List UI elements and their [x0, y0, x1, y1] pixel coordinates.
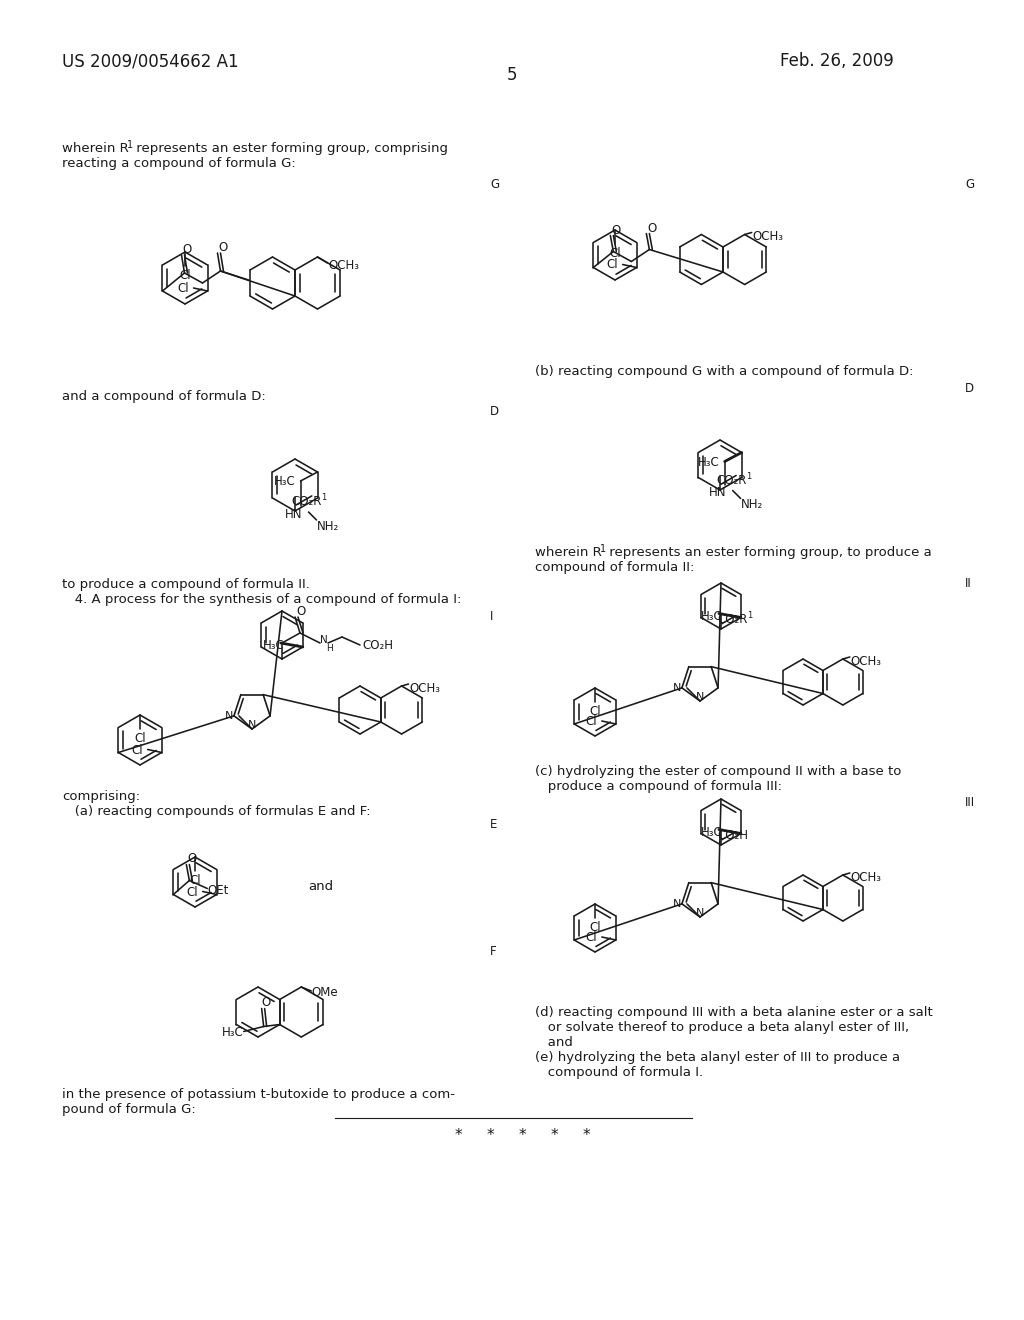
Text: HN: HN — [709, 487, 726, 499]
Text: N: N — [673, 682, 681, 693]
Text: OCH₃: OCH₃ — [753, 231, 783, 243]
Text: NH₂: NH₂ — [740, 499, 763, 511]
Text: E: E — [490, 818, 498, 832]
Text: NH₂: NH₂ — [316, 520, 339, 533]
Text: D: D — [965, 381, 974, 395]
Text: O: O — [218, 242, 227, 253]
Text: wherein R: wherein R — [62, 143, 129, 154]
Text: F: F — [490, 945, 497, 958]
Text: I: I — [490, 610, 494, 623]
Text: Cl: Cl — [134, 733, 145, 744]
Text: 5: 5 — [507, 66, 517, 84]
Text: N: N — [696, 908, 705, 917]
Text: 1: 1 — [127, 140, 133, 150]
Text: *     *     *     *     *: * * * * * — [455, 1129, 591, 1143]
Text: in the presence of potassium t-butoxide to produce a com-: in the presence of potassium t-butoxide … — [62, 1088, 455, 1101]
Text: Cl: Cl — [132, 743, 143, 756]
Text: OCH₃: OCH₃ — [851, 655, 882, 668]
Text: Cl: Cl — [589, 921, 601, 935]
Text: Cl: Cl — [586, 931, 597, 944]
Text: represents an ester forming group, comprising: represents an ester forming group, compr… — [132, 143, 449, 154]
Text: Cl: Cl — [589, 705, 601, 718]
Text: Cl: Cl — [179, 269, 190, 282]
Text: Cl: Cl — [609, 247, 621, 260]
Text: N: N — [696, 692, 705, 702]
Text: compound of formula I.: compound of formula I. — [535, 1067, 703, 1078]
Text: H₃C: H₃C — [221, 1026, 244, 1039]
Text: to produce a compound of formula II.: to produce a compound of formula II. — [62, 578, 310, 591]
Text: and a compound of formula D:: and a compound of formula D: — [62, 389, 266, 403]
Text: CO₂H: CO₂H — [362, 639, 393, 652]
Text: O: O — [187, 853, 197, 866]
Text: reacting a compound of formula G:: reacting a compound of formula G: — [62, 157, 296, 170]
Text: CO₂H: CO₂H — [717, 829, 748, 842]
Text: Cl: Cl — [189, 874, 201, 887]
Text: (d) reacting compound III with a beta alanine ester or a salt: (d) reacting compound III with a beta al… — [535, 1006, 933, 1019]
Text: Cl: Cl — [186, 886, 199, 899]
Text: D: D — [490, 405, 499, 418]
Text: 4. A process for the synthesis of a compound of formula I:: 4. A process for the synthesis of a comp… — [62, 593, 462, 606]
Text: O: O — [182, 243, 191, 256]
Text: H₃C: H₃C — [263, 639, 285, 652]
Text: (c) hydrolyzing the ester of compound II with a base to: (c) hydrolyzing the ester of compound II… — [535, 766, 901, 777]
Text: H₃C: H₃C — [700, 610, 723, 623]
Text: G: G — [490, 178, 499, 191]
Text: Feb. 26, 2009: Feb. 26, 2009 — [780, 51, 894, 70]
Text: compound of formula II:: compound of formula II: — [535, 561, 694, 574]
Text: 1: 1 — [746, 473, 752, 480]
Text: 1: 1 — [321, 492, 327, 502]
Text: Cl: Cl — [606, 259, 618, 272]
Text: represents an ester forming group, to produce a: represents an ester forming group, to pr… — [605, 546, 932, 558]
Text: CO₂R: CO₂R — [717, 612, 748, 626]
Text: N: N — [319, 635, 328, 645]
Text: OCH₃: OCH₃ — [410, 682, 440, 696]
Text: O: O — [647, 222, 656, 235]
Text: OCH₃: OCH₃ — [851, 871, 882, 884]
Text: comprising:: comprising: — [62, 789, 140, 803]
Text: 1: 1 — [746, 611, 753, 620]
Text: H₃C: H₃C — [700, 825, 723, 838]
Text: H: H — [326, 644, 333, 653]
Text: N: N — [673, 899, 681, 909]
Text: II: II — [965, 577, 972, 590]
Text: N: N — [225, 711, 233, 721]
Text: US 2009/0054662 A1: US 2009/0054662 A1 — [62, 51, 239, 70]
Text: wherein R: wherein R — [535, 546, 602, 558]
Text: OEt: OEt — [207, 883, 228, 896]
Text: OMe: OMe — [311, 986, 338, 999]
Text: (a) reacting compounds of formulas E and F:: (a) reacting compounds of formulas E and… — [62, 805, 371, 818]
Text: (b) reacting compound G with a compound of formula D:: (b) reacting compound G with a compound … — [535, 366, 913, 378]
Text: (e) hydrolyzing the beta alanyl ester of III to produce a: (e) hydrolyzing the beta alanyl ester of… — [535, 1051, 900, 1064]
Text: H₃C: H₃C — [697, 455, 720, 469]
Text: III: III — [965, 796, 975, 809]
Text: and: and — [535, 1036, 572, 1049]
Text: 1: 1 — [600, 544, 606, 554]
Text: produce a compound of formula III:: produce a compound of formula III: — [535, 780, 782, 793]
Text: CO₂R: CO₂R — [716, 474, 746, 487]
Text: H₃C: H₃C — [273, 475, 295, 488]
Text: G: G — [965, 178, 974, 191]
Text: CO₂R: CO₂R — [291, 495, 322, 508]
Text: O: O — [262, 997, 271, 1010]
Text: N: N — [248, 719, 256, 730]
Text: O: O — [611, 223, 621, 236]
Text: Cl: Cl — [177, 282, 189, 294]
Text: O: O — [296, 605, 305, 618]
Text: OCH₃: OCH₃ — [329, 259, 359, 272]
Text: pound of formula G:: pound of formula G: — [62, 1104, 196, 1115]
Text: HN: HN — [285, 508, 302, 521]
Text: and: and — [308, 880, 333, 894]
Text: Cl: Cl — [586, 715, 597, 729]
Text: or solvate thereof to produce a beta alanyl ester of III,: or solvate thereof to produce a beta ala… — [535, 1020, 909, 1034]
